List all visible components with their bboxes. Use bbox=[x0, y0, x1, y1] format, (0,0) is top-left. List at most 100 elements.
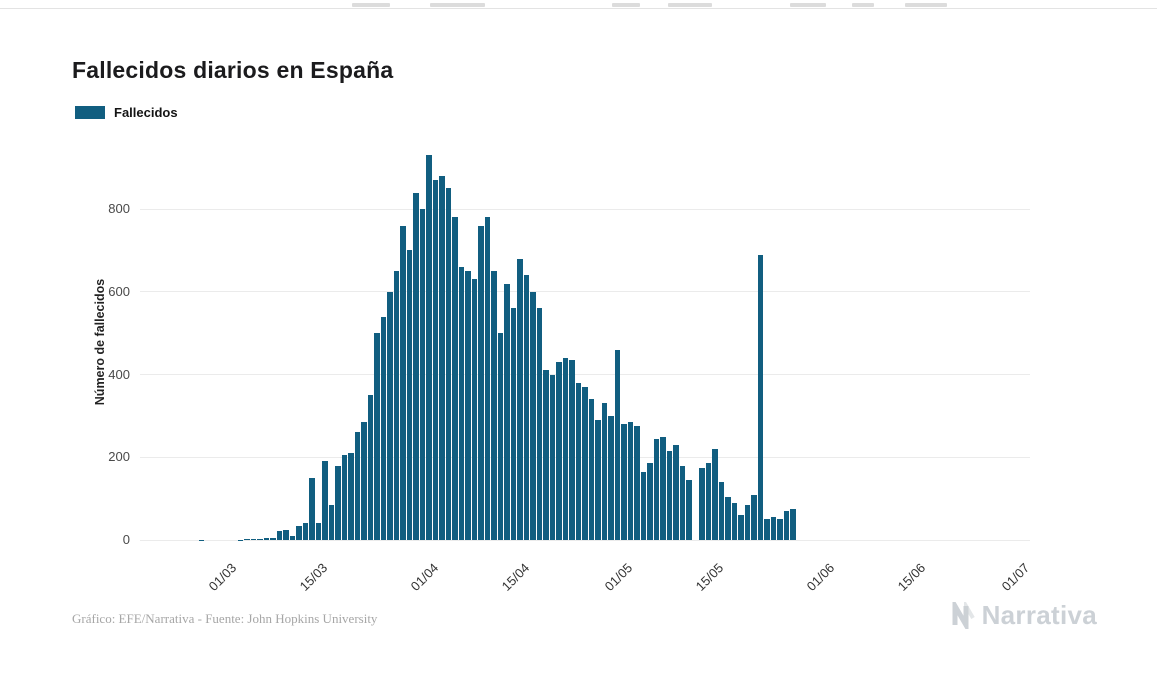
bar[interactable] bbox=[250, 538, 257, 540]
bar[interactable] bbox=[302, 523, 309, 540]
bar[interactable] bbox=[517, 258, 523, 540]
bar[interactable] bbox=[790, 508, 796, 540]
bar[interactable] bbox=[705, 463, 712, 540]
bar[interactable] bbox=[718, 482, 725, 540]
bar[interactable] bbox=[400, 225, 406, 540]
bar[interactable] bbox=[712, 449, 718, 540]
bar[interactable] bbox=[296, 525, 302, 540]
bar[interactable] bbox=[530, 291, 536, 540]
bar[interactable] bbox=[471, 279, 478, 540]
bar[interactable] bbox=[309, 477, 315, 540]
bar[interactable] bbox=[751, 494, 757, 540]
bar[interactable] bbox=[621, 424, 627, 540]
bar[interactable] bbox=[387, 291, 393, 540]
bar[interactable] bbox=[361, 422, 367, 540]
bar[interactable] bbox=[315, 523, 322, 540]
bar[interactable] bbox=[283, 529, 289, 540]
bar[interactable] bbox=[757, 254, 764, 540]
bar[interactable] bbox=[679, 465, 686, 540]
bar[interactable] bbox=[452, 217, 458, 540]
x-tick-label: 01/03 bbox=[205, 560, 240, 594]
bar[interactable] bbox=[406, 250, 413, 540]
bar[interactable] bbox=[445, 188, 452, 540]
gridline bbox=[140, 539, 1030, 541]
bar[interactable] bbox=[426, 155, 432, 540]
bar[interactable] bbox=[393, 271, 400, 540]
bar[interactable] bbox=[653, 438, 660, 540]
top-artifact bbox=[612, 3, 640, 7]
y-tick-label: 400 bbox=[108, 366, 130, 382]
bar[interactable] bbox=[354, 432, 361, 540]
plot-area: 0 200 400 600 800 01/03 15/03 01/04 15/04 01/05 15… bbox=[108, 147, 1032, 594]
bar[interactable] bbox=[608, 415, 614, 540]
bar[interactable] bbox=[543, 370, 549, 540]
y-tick-label: 200 bbox=[108, 449, 130, 465]
bar[interactable] bbox=[335, 465, 341, 540]
legend: Fallecidos bbox=[75, 105, 178, 120]
bar[interactable] bbox=[348, 453, 354, 540]
bar[interactable] bbox=[244, 539, 250, 540]
bar[interactable] bbox=[536, 308, 543, 540]
bar[interactable] bbox=[413, 192, 419, 540]
bar[interactable] bbox=[562, 357, 569, 540]
y-tick-label: 800 bbox=[108, 201, 130, 217]
bar[interactable] bbox=[627, 422, 634, 540]
bar[interactable] bbox=[731, 502, 738, 540]
bar[interactable] bbox=[270, 537, 276, 540]
bar[interactable] bbox=[640, 471, 647, 540]
bar[interactable] bbox=[725, 496, 731, 540]
bar[interactable] bbox=[432, 180, 439, 540]
bar[interactable] bbox=[595, 420, 601, 540]
bar[interactable] bbox=[634, 426, 640, 540]
bar[interactable] bbox=[289, 535, 296, 540]
bar[interactable] bbox=[478, 225, 484, 540]
bar[interactable] bbox=[491, 271, 497, 540]
bar[interactable] bbox=[770, 517, 777, 540]
bar[interactable] bbox=[484, 217, 491, 540]
bar[interactable] bbox=[328, 504, 335, 540]
top-artifact bbox=[352, 3, 390, 7]
bar[interactable] bbox=[582, 386, 588, 540]
bar[interactable] bbox=[367, 395, 374, 540]
bar[interactable] bbox=[777, 519, 783, 540]
bar[interactable] bbox=[322, 461, 328, 540]
bar[interactable] bbox=[686, 480, 692, 540]
bar[interactable] bbox=[380, 316, 387, 540]
page-top-rule bbox=[0, 8, 1157, 9]
bar[interactable] bbox=[744, 504, 751, 540]
bar[interactable] bbox=[783, 511, 790, 540]
bar[interactable] bbox=[699, 467, 705, 540]
brand-logo[interactable]: Narrativa bbox=[950, 600, 1097, 631]
bar[interactable] bbox=[575, 382, 582, 540]
bar[interactable] bbox=[465, 271, 471, 540]
bar[interactable] bbox=[549, 374, 556, 540]
x-tick-label: 01/04 bbox=[407, 560, 441, 594]
bar[interactable] bbox=[419, 209, 426, 540]
bar[interactable] bbox=[504, 283, 510, 540]
x-tick-label: 15/03 bbox=[296, 560, 331, 594]
bar[interactable] bbox=[738, 515, 744, 540]
x-tick-label: 15/04 bbox=[498, 560, 532, 594]
bar[interactable] bbox=[764, 519, 770, 540]
bar[interactable] bbox=[660, 436, 666, 540]
bar[interactable] bbox=[673, 444, 679, 540]
bar[interactable] bbox=[257, 539, 263, 540]
bar[interactable] bbox=[569, 360, 575, 540]
bar[interactable] bbox=[601, 403, 608, 540]
bar[interactable] bbox=[666, 451, 673, 540]
bar[interactable] bbox=[374, 333, 380, 540]
bar[interactable] bbox=[439, 175, 445, 540]
bar[interactable] bbox=[588, 399, 595, 540]
bar[interactable] bbox=[276, 530, 283, 540]
bar[interactable] bbox=[510, 308, 517, 540]
bar[interactable] bbox=[458, 266, 465, 540]
bar[interactable] bbox=[647, 463, 653, 540]
bar[interactable] bbox=[341, 455, 348, 540]
bar[interactable] bbox=[263, 538, 270, 540]
bar[interactable] bbox=[614, 349, 621, 540]
bar[interactable] bbox=[497, 333, 504, 540]
bar[interactable] bbox=[556, 362, 562, 540]
gridline bbox=[140, 374, 1030, 376]
bar[interactable] bbox=[523, 275, 530, 540]
top-artifact bbox=[668, 3, 712, 7]
